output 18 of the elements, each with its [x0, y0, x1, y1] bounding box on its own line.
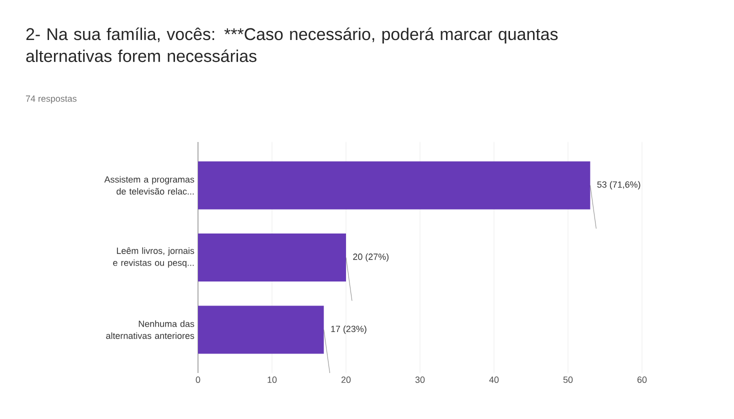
x-tick-label: 10 — [268, 376, 277, 383]
x-tick-label: 40 — [489, 376, 499, 383]
x-tick-label: 60 — [637, 376, 647, 383]
bar — [198, 161, 590, 210]
chart-title: 2- Na sua família, vocês: ***Caso necessário, poderá marcar quantas alternativas forem necessárias — [26, 28, 558, 62]
y-tick-label: Nenhuma das alternativas anteriores — [106, 320, 194, 339]
x-tick-label: 30 — [415, 376, 425, 383]
data-label: 53 (71,6%) — [597, 181, 640, 190]
x-tick-label: 20 — [341, 376, 351, 383]
text: 74 respostas — [26, 96, 77, 104]
bar — [198, 234, 346, 282]
y-tick-label: Leêm livros, jornais e revistas ou pesq... — [113, 247, 194, 268]
data-label: 17 (23%) — [331, 326, 366, 334]
bar — [198, 306, 324, 354]
y-tick-label: Assistem a programas de televisão relac... — [104, 176, 194, 195]
x-tick-label: 50 — [563, 376, 573, 383]
x-tick-label: 0 — [196, 376, 200, 383]
data-label: 20 (27%) — [353, 253, 389, 262]
